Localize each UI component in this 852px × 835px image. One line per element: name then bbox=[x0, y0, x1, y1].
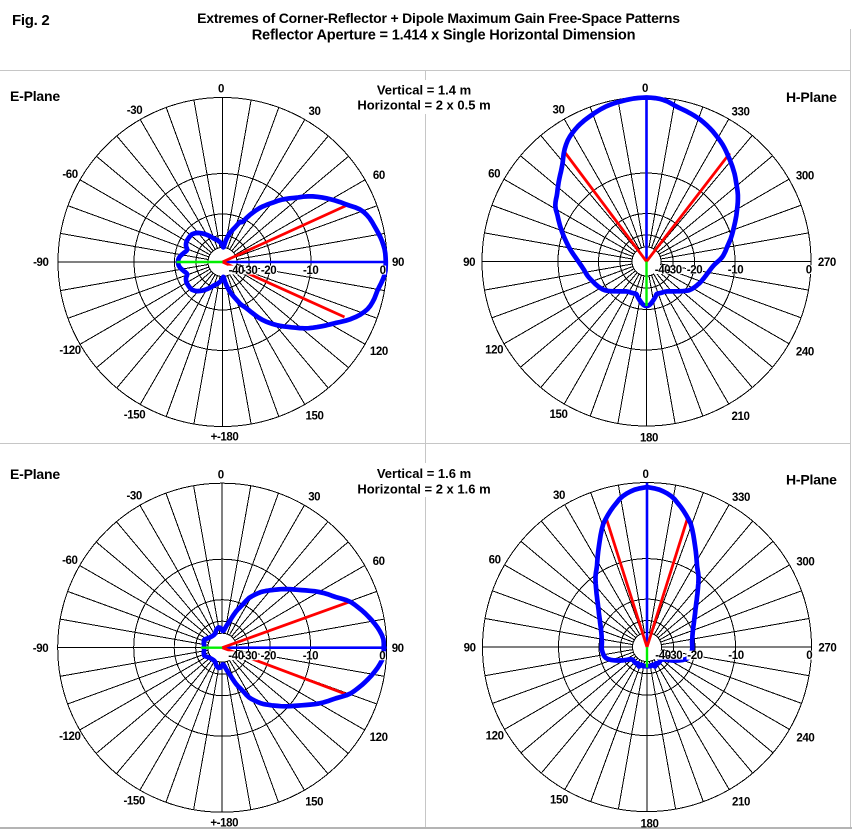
svg-text:-40: -40 bbox=[655, 650, 670, 662]
svg-text:E-Plane: E-Plane bbox=[10, 466, 60, 482]
svg-text:270: 270 bbox=[818, 257, 836, 269]
svg-text:240: 240 bbox=[796, 732, 814, 744]
svg-text:150: 150 bbox=[306, 411, 324, 423]
svg-text:0: 0 bbox=[380, 265, 386, 277]
svg-text:30: 30 bbox=[309, 106, 321, 118]
svg-text:330: 330 bbox=[732, 106, 750, 118]
svg-text:+-180: +-180 bbox=[211, 432, 239, 444]
svg-text:-30: -30 bbox=[127, 105, 142, 117]
svg-text:-60: -60 bbox=[62, 169, 77, 181]
svg-text:-120: -120 bbox=[59, 345, 80, 357]
svg-text:150: 150 bbox=[550, 409, 568, 421]
svg-text:0: 0 bbox=[806, 265, 812, 277]
svg-text:60: 60 bbox=[489, 554, 501, 566]
svg-text:E-Plane: E-Plane bbox=[10, 88, 60, 104]
svg-text:180: 180 bbox=[641, 818, 659, 830]
svg-text:210: 210 bbox=[732, 411, 750, 423]
svg-text:-10: -10 bbox=[728, 265, 743, 277]
svg-text:Extremes of Corner-Reflector +: Extremes of Corner-Reflector + Dipole Ma… bbox=[197, 10, 680, 26]
svg-text:-10: -10 bbox=[728, 650, 743, 662]
svg-text:-60: -60 bbox=[62, 555, 77, 567]
svg-text:-20: -20 bbox=[261, 265, 276, 277]
svg-text:0: 0 bbox=[379, 651, 385, 663]
svg-text:60: 60 bbox=[373, 170, 385, 182]
svg-text:30: 30 bbox=[553, 490, 565, 502]
svg-text:-90: -90 bbox=[33, 643, 48, 655]
svg-text:210: 210 bbox=[732, 797, 750, 809]
svg-text:-30: -30 bbox=[666, 265, 681, 277]
svg-text:-10: -10 bbox=[303, 265, 318, 277]
svg-text:120: 120 bbox=[370, 346, 388, 358]
svg-text:150: 150 bbox=[550, 795, 568, 807]
svg-text:-90: -90 bbox=[33, 257, 48, 269]
svg-text:60: 60 bbox=[488, 169, 500, 181]
svg-text:120: 120 bbox=[370, 732, 388, 744]
svg-text:Horizontal = 2 x 1.6 m: Horizontal = 2 x 1.6 m bbox=[357, 482, 490, 497]
svg-text:150: 150 bbox=[305, 796, 323, 808]
svg-text:30: 30 bbox=[553, 104, 565, 116]
svg-text:30: 30 bbox=[308, 492, 320, 504]
svg-text:-120: -120 bbox=[59, 731, 80, 743]
svg-text:Reflector Aperture = 1.414 x S: Reflector Aperture = 1.414 x Single Hori… bbox=[252, 28, 636, 44]
svg-text:H-Plane: H-Plane bbox=[786, 472, 837, 488]
svg-text:300: 300 bbox=[796, 171, 814, 183]
svg-text:H-Plane: H-Plane bbox=[786, 89, 837, 105]
svg-text:Horizontal = 2 x 0.5 m: Horizontal = 2 x 0.5 m bbox=[357, 98, 490, 113]
svg-text:0: 0 bbox=[218, 469, 224, 481]
svg-text:-20: -20 bbox=[261, 651, 276, 663]
svg-text:Vertical = 1.4 m: Vertical = 1.4 m bbox=[377, 83, 471, 98]
svg-text:90: 90 bbox=[464, 643, 476, 655]
svg-text:0: 0 bbox=[642, 83, 648, 95]
svg-text:-40: -40 bbox=[655, 265, 670, 277]
svg-text:90: 90 bbox=[392, 643, 404, 655]
svg-text:Fig. 2: Fig. 2 bbox=[12, 12, 49, 29]
svg-text:-150: -150 bbox=[124, 410, 145, 422]
svg-text:-40: -40 bbox=[228, 651, 243, 663]
svg-text:-30: -30 bbox=[242, 651, 257, 663]
svg-text:60: 60 bbox=[373, 556, 385, 568]
svg-text:270: 270 bbox=[818, 643, 836, 655]
svg-text:-10: -10 bbox=[303, 651, 318, 663]
svg-text:Vertical = 1.6 m: Vertical = 1.6 m bbox=[377, 466, 471, 481]
svg-text:90: 90 bbox=[463, 257, 475, 269]
svg-text:-20: -20 bbox=[687, 265, 702, 277]
svg-text:330: 330 bbox=[732, 492, 750, 504]
svg-text:-30: -30 bbox=[242, 265, 257, 277]
svg-text:0: 0 bbox=[218, 84, 224, 96]
svg-text:90: 90 bbox=[392, 257, 404, 269]
svg-text:-30: -30 bbox=[126, 491, 141, 503]
svg-text:240: 240 bbox=[796, 347, 814, 359]
svg-text:180: 180 bbox=[640, 433, 658, 445]
svg-text:+-180: +-180 bbox=[210, 817, 238, 829]
svg-text:-150: -150 bbox=[123, 795, 144, 807]
svg-text:0: 0 bbox=[643, 469, 649, 481]
svg-text:-30: -30 bbox=[667, 650, 682, 662]
svg-text:-20: -20 bbox=[687, 650, 702, 662]
svg-text:120: 120 bbox=[486, 730, 504, 742]
svg-text:120: 120 bbox=[485, 345, 503, 357]
svg-text:-40: -40 bbox=[229, 265, 244, 277]
svg-text:0: 0 bbox=[806, 650, 812, 662]
svg-text:300: 300 bbox=[796, 556, 814, 568]
